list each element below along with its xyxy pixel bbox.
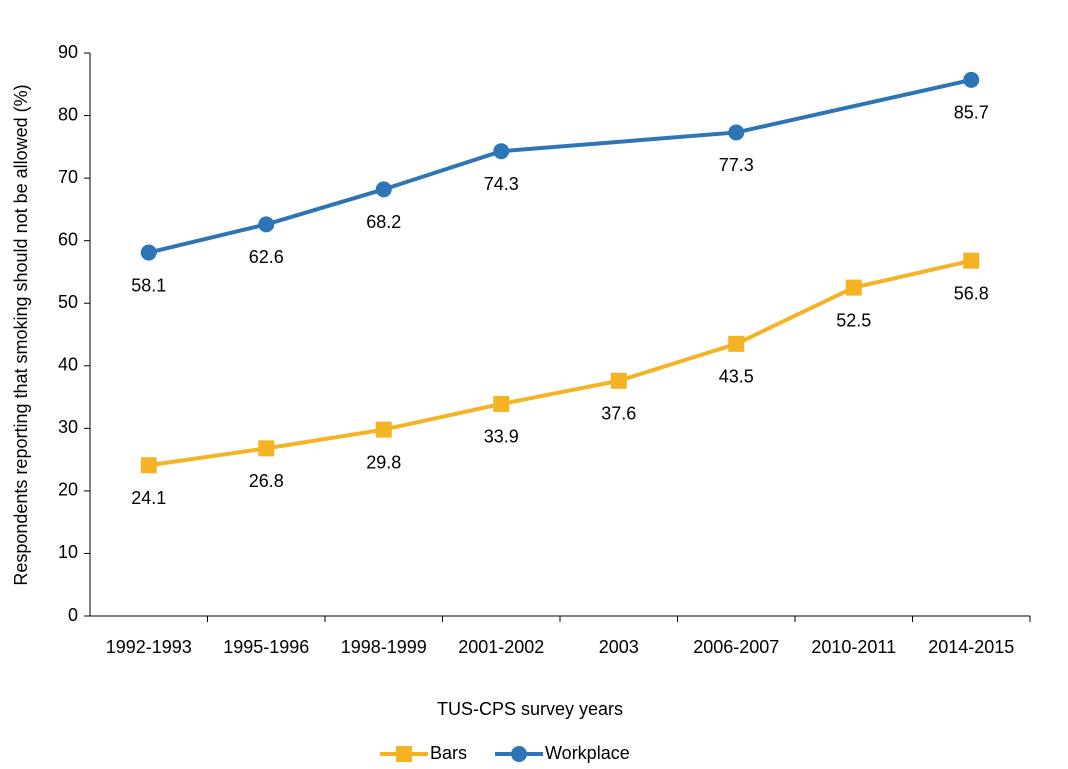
- data-label: 37.6: [601, 404, 636, 424]
- point: [728, 335, 745, 352]
- data-label: 56.8: [954, 283, 989, 303]
- data-label: 43.5: [719, 367, 754, 387]
- legend-label: Workplace: [545, 743, 630, 763]
- y-tick-label: 70: [58, 167, 78, 187]
- x-tick-label: 2003: [599, 637, 639, 657]
- legend-marker: [511, 746, 528, 762]
- y-tick-label: 10: [58, 542, 78, 562]
- point: [610, 372, 627, 389]
- data-label: 74.3: [484, 174, 519, 194]
- x-tick-label: 2010-2011: [811, 637, 896, 657]
- y-tick-label: 30: [58, 417, 78, 437]
- point: [845, 279, 862, 296]
- x-axis-title: TUS-CPS survey years: [437, 699, 623, 719]
- point: [375, 181, 392, 198]
- data-label: 77.3: [719, 155, 754, 175]
- y-tick-label: 90: [58, 42, 78, 62]
- y-tick-label: 20: [58, 480, 78, 500]
- legend-label: Bars: [430, 743, 467, 763]
- data-label: 62.6: [249, 247, 284, 267]
- x-tick-label: 1995-1996: [223, 637, 309, 657]
- data-label: 52.5: [836, 310, 871, 330]
- x-tick-label: 2006-2007: [693, 637, 779, 657]
- data-label: 26.8: [249, 471, 284, 491]
- data-label: 68.2: [366, 212, 401, 232]
- series-line: [148, 77, 972, 255]
- x-tick-label: 1998-1999: [341, 637, 427, 657]
- data-label: 85.7: [954, 103, 989, 123]
- y-tick-label: 80: [58, 104, 78, 124]
- series-line: [148, 258, 972, 468]
- point: [258, 440, 275, 457]
- y-tick-label: 60: [58, 229, 78, 249]
- point: [140, 244, 157, 261]
- data-label: 24.1: [131, 488, 166, 508]
- x-tick-label: 2014-2015: [928, 637, 1014, 657]
- point: [258, 216, 275, 233]
- x-tick-label: 1992-1993: [106, 637, 192, 657]
- point: [963, 71, 980, 88]
- y-tick-label: 40: [58, 355, 78, 375]
- point: [493, 395, 510, 412]
- point: [728, 124, 745, 141]
- point: [375, 421, 392, 438]
- data-label: 29.8: [366, 452, 401, 472]
- legend-marker: [396, 746, 412, 762]
- x-tick-label: 2001-2002: [458, 637, 544, 657]
- y-axis-title: Respondents reporting that smoking shoul…: [11, 84, 31, 585]
- y-tick-label: 50: [58, 292, 78, 312]
- point: [493, 143, 510, 160]
- point: [963, 252, 980, 269]
- data-label: 58.1: [131, 275, 166, 295]
- point: [140, 457, 157, 474]
- data-label: 33.9: [484, 427, 519, 447]
- y-tick-label: 0: [68, 605, 78, 625]
